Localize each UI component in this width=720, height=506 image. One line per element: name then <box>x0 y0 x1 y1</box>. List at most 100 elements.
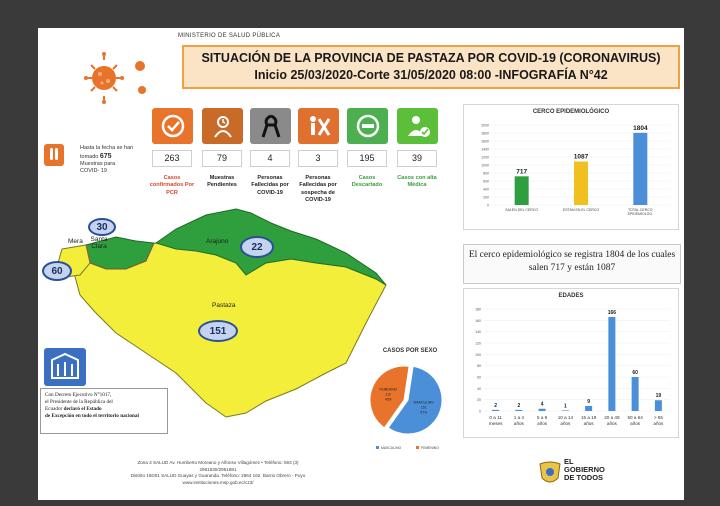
edades-category-label-cont: años <box>537 421 548 426</box>
edades-bar <box>585 405 593 411</box>
y-tick-label: 140 <box>475 330 481 334</box>
edades-bar <box>492 409 500 411</box>
title-banner: SITUACIÓN DE LA PROVINCIA DE PASTAZA POR… <box>182 45 680 89</box>
coat-of-arms-icon <box>539 461 561 483</box>
map-label-pastaza: Pastaza <box>212 302 236 309</box>
pie-slice-count: 151 <box>421 405 427 409</box>
badge-santa-clara: 30 <box>88 218 116 236</box>
edades-category-label: 15 a 19 <box>581 415 597 420</box>
pie-slice-count: 112 <box>386 393 392 397</box>
map-label-arajuno: Arajuno <box>206 238 229 245</box>
pie-slice-percent: 43% <box>385 398 392 402</box>
legend-swatch <box>416 446 419 449</box>
y-tick-label: 600 <box>483 180 489 184</box>
cerco-value-label: 717 <box>516 168 527 175</box>
cerco-note: El cerco epidemiológico se registra 1804… <box>463 244 681 284</box>
cerco-category-label: SALEN DEL CERCO <box>505 208 538 212</box>
tests-note: Hasta la fecha se han tomado 675 Muestra… <box>80 145 134 175</box>
stat-value: 195 <box>347 150 387 167</box>
tests-count: 675 <box>99 153 112 161</box>
y-tick-label: 60 <box>477 376 481 380</box>
edades-value-label: 2 <box>494 403 497 409</box>
stat-value: 79 <box>202 150 242 167</box>
y-tick-label: 1000 <box>481 164 489 168</box>
clock-person-icon <box>213 116 232 138</box>
y-tick-label: 100 <box>475 353 481 357</box>
edades-bar <box>515 409 523 411</box>
footer-contact: Zona 3 SALUD Av. Humberto Moreano y Alfo… <box>130 460 306 485</box>
person-x-icon <box>309 116 330 136</box>
page-title: SITUACIÓN DE LA PROVINCIA DE PASTAZA POR… <box>201 51 661 65</box>
cerco-bar <box>574 161 588 205</box>
y-tick-label: 80 <box>477 364 481 368</box>
badge-pastaza: 151 <box>198 320 238 342</box>
edades-value-label: 4 <box>541 402 544 408</box>
decree-note: Con Decreto Ejecutivo N°1017, el Preside… <box>40 388 168 434</box>
virus-icon <box>84 52 146 104</box>
y-tick-label: 1400 <box>481 148 489 152</box>
person-check-icon <box>407 116 430 137</box>
y-tick-label: 120 <box>475 342 481 346</box>
stat-label: Casos confirmados Por PCR <box>149 175 195 196</box>
y-tick-label: 1200 <box>481 156 489 160</box>
edades-bar <box>631 377 639 411</box>
cerco-category-label: TOTAL CERCO <box>628 208 653 212</box>
stat-icon-tile <box>397 108 438 144</box>
y-tick-label: 2000 <box>481 124 489 128</box>
edades-category-label: 20 a 49 <box>604 415 620 420</box>
y-tick-label: 1800 <box>481 132 489 136</box>
legend-label: FEMENINO <box>421 446 439 450</box>
pie-slice-label: FEMENINO <box>379 388 397 392</box>
y-tick-label: 0 <box>479 410 481 414</box>
pie-slice <box>387 365 443 435</box>
y-tick-label: 160 <box>475 319 481 323</box>
stat-icon-tile <box>250 108 291 144</box>
edades-category-label-cont: años <box>607 421 618 426</box>
edades-category-label-cont: años <box>653 421 664 426</box>
cerco-category-label: ESTÁN EN EL CERCO <box>563 208 600 212</box>
pie-slice-label: MASCULINO <box>414 400 435 404</box>
edades-category-label-cont: años <box>514 421 525 426</box>
cerco-value-label: 1804 <box>633 125 648 132</box>
legend-label: MASCULINO <box>381 446 402 450</box>
edades-category-label-cont: años <box>560 421 571 426</box>
y-tick-label: 800 <box>483 172 489 176</box>
cerco-chart: CERCO EPIDEMIOLÓGICO 0 200 400 600 800 1000 12… <box>463 104 679 230</box>
badge-mera: 60 <box>42 261 72 281</box>
ministry-label: MINISTERIO DE SALUD PÚBLICA <box>178 33 281 39</box>
edades-category-label: 10 a 14 <box>558 415 574 420</box>
stat-label: Personas Fallecidas por sospecha de COVI… <box>299 175 337 203</box>
edades-category-label: > 65 <box>654 415 664 420</box>
y-tick-label: 400 <box>483 188 489 192</box>
stat-label: Casos Descartado <box>351 175 383 189</box>
edades-value-label: 60 <box>632 370 638 376</box>
infographic-page: MINISTERIO DE SALUD PÚBLICA SITUACIÓN DE… <box>38 28 684 500</box>
check-icon <box>161 114 184 138</box>
y-tick-label: 0 <box>487 204 489 208</box>
edades-value-label: 19 <box>656 393 662 399</box>
y-tick-label: 40 <box>477 387 481 391</box>
stat-label: Muestras Pendientes <box>207 175 237 189</box>
edades-category-label: 1 a 4 <box>514 415 525 420</box>
edades-value-label: 9 <box>587 399 590 405</box>
edades-bar <box>538 408 546 411</box>
map-label-santa-clara: Santa Clara <box>90 236 108 251</box>
pie-slice-percent: 57% <box>420 410 427 414</box>
edades-bar <box>608 316 616 411</box>
edades-bar <box>654 400 662 411</box>
stat-value: 39 <box>397 150 437 167</box>
edades-value-label: 2 <box>517 403 520 409</box>
edades-chart: EDADES 0 20 40 60 80 100 120 140 160 180 2 0 a 11 me… <box>463 288 679 438</box>
stat-value: 4 <box>250 150 290 167</box>
map-label-mera: Mera <box>68 238 83 245</box>
minus-icon <box>356 114 379 138</box>
stat-icon-tile <box>152 108 193 144</box>
building-icon <box>44 348 86 386</box>
y-tick-label: 20 <box>477 398 481 402</box>
edades-category-label: 0 a 11 <box>489 415 502 420</box>
edades-category-label-cont: años <box>584 421 595 426</box>
pie-slice <box>369 365 410 429</box>
stat-icon-tile <box>347 108 388 144</box>
